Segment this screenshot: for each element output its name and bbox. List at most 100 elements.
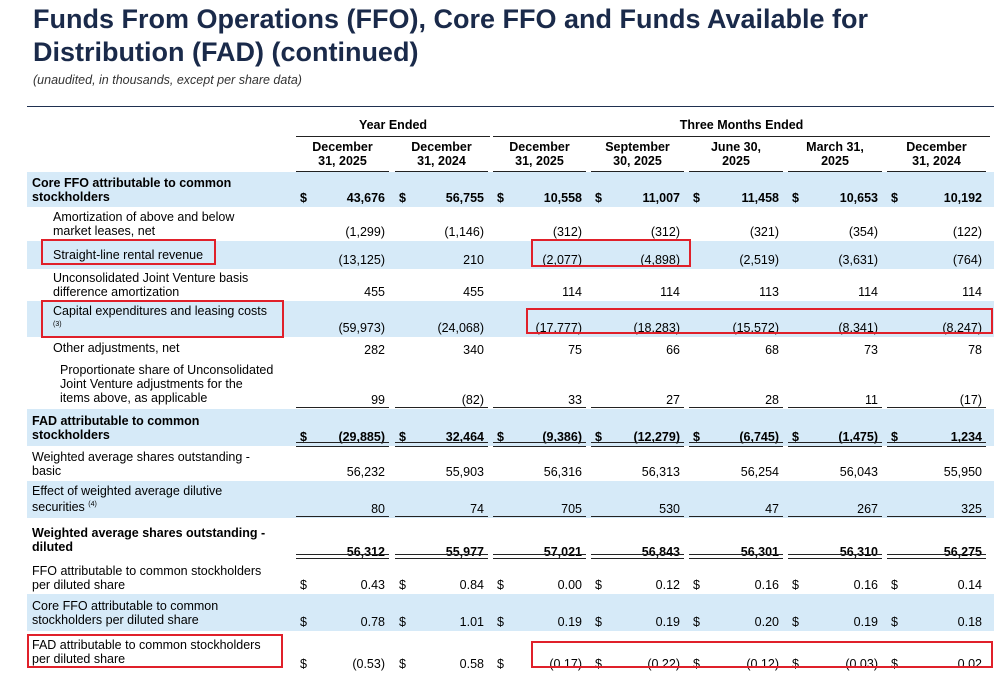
table-cell: 0.16: [853, 578, 878, 592]
row-label: FAD attributable to common stockholders p…: [32, 631, 317, 673]
table-cell: 0.43: [360, 578, 385, 592]
table-row: Proportionate share of Unconsolidated Joi…: [27, 359, 994, 409]
column-header-underline: [887, 171, 986, 172]
table-cell: (0.12): [746, 657, 779, 671]
table-cell: 0.84: [459, 578, 484, 592]
row-label-line: Weighted average shares outstanding -: [32, 525, 266, 540]
single-underline: [689, 516, 783, 517]
table-cell: (2,519): [739, 253, 779, 267]
column-header-underline: [493, 171, 586, 172]
subtitle: (unaudited, in thousands, except per sha…: [33, 73, 302, 87]
row-label-text: Core FFO attributable to common stockhold…: [32, 176, 231, 204]
table-cell: 11: [865, 393, 878, 407]
double-underline: [395, 554, 488, 559]
dollar-sign: $: [300, 191, 307, 205]
dollar-sign: $: [792, 657, 799, 671]
table-cell: 56,301: [740, 545, 779, 559]
row-label-line: Amortization of above and below: [53, 210, 235, 224]
table-cell: 0.18: [957, 615, 982, 629]
column-header-line: June 30,: [710, 140, 762, 154]
dollar-sign: $: [891, 657, 898, 671]
table-cell: (59,973): [338, 321, 385, 335]
table-cell: 11,007: [642, 191, 680, 205]
table-cell: (354): [848, 225, 878, 239]
table-cell: 114: [858, 285, 878, 299]
dollar-sign: $: [595, 615, 602, 629]
table-cell: (321): [749, 225, 779, 239]
single-underline: [591, 407, 684, 408]
table-cell: 10,558: [543, 191, 582, 205]
row-label-line: FAD attributable to common stockholders: [32, 638, 261, 652]
row-label-line: securities (4): [32, 500, 97, 515]
table-cell: 56,843: [641, 545, 680, 559]
table-cell: (0.53): [352, 657, 385, 671]
column-header-line: 31, 2024: [912, 154, 961, 168]
dollar-sign: $: [399, 657, 406, 671]
column-header-line: 31, 2025: [318, 154, 367, 168]
column-header-line: 31, 2025: [515, 154, 564, 168]
row-label-line: FAD attributable to common: [32, 413, 200, 428]
table-cell: (122): [952, 225, 982, 239]
single-underline: [788, 407, 882, 408]
single-underline: [591, 516, 684, 517]
table-cell: 0.58: [459, 657, 484, 671]
row-label: Straight-line rental revenue: [53, 241, 317, 269]
table-cell: 0.78: [360, 615, 385, 629]
column-header-4: September 30, 2025: [591, 140, 684, 168]
double-underline: [689, 442, 783, 447]
group-underline-quarter: [493, 136, 990, 137]
table-cell: 27: [666, 393, 680, 407]
table-cell: 55,977: [445, 545, 484, 559]
table-cell: 113: [759, 285, 779, 299]
row-label-line: FFO attributable to common stockholders: [32, 563, 262, 578]
row-label-line: diluted: [32, 539, 73, 554]
table-cell: 0.20: [754, 615, 779, 629]
dollar-sign: $: [300, 430, 307, 444]
row-label-line: Other adjustments, net: [53, 341, 180, 355]
row-label-line: stockholders: [32, 189, 110, 204]
double-underline: [296, 442, 389, 447]
table-cell: (12,279): [633, 430, 680, 444]
table-cell: (8,247): [942, 321, 982, 335]
table-cell: 33: [568, 393, 582, 407]
table-row: FFO attributable to common stockholders p…: [27, 561, 994, 594]
table-cell: (82): [461, 393, 484, 407]
table-cell: (17): [959, 393, 982, 407]
dollar-sign: $: [693, 578, 700, 592]
column-header-line: December: [312, 140, 373, 154]
double-underline: [591, 442, 684, 447]
table-cell: 55,903: [445, 465, 484, 479]
row-label: Weighted average shares outstanding - dil…: [32, 518, 317, 561]
row-label-text: Other adjustments, net: [53, 341, 179, 355]
table-row: FAD attributable to common stockholders $ (…: [27, 409, 994, 446]
table-cell: 0.14: [957, 578, 982, 592]
table-cell: 114: [962, 285, 982, 299]
table-cell: (18,283): [633, 321, 680, 335]
row-label-line: market leases, net: [53, 224, 156, 238]
dollar-sign: $: [497, 657, 504, 671]
table-cell: 0.02: [957, 657, 982, 671]
row-label: Core FFO attributable to common stockhold…: [32, 594, 317, 631]
double-underline: [689, 554, 783, 559]
double-underline: [591, 554, 684, 559]
group-header-year-ended: Year Ended: [358, 118, 428, 132]
row-label: Proportionate share of Unconsolidated Joi…: [60, 359, 317, 409]
double-underline: [788, 554, 882, 559]
row-label-line: Effect of weighted average dilutive: [32, 484, 223, 499]
table-cell: (312): [650, 225, 680, 239]
column-header-5: June 30, 2025: [689, 140, 783, 168]
table-cell: 340: [463, 343, 484, 357]
table-cell: (764): [952, 253, 982, 267]
table-cell: 114: [562, 285, 582, 299]
table-cell: (6,745): [739, 430, 779, 444]
row-label-text: Effect of weighted average dilutive secur…: [32, 484, 222, 514]
column-header-line: 2025: [722, 154, 750, 168]
table-cell: 1.01: [459, 615, 484, 629]
double-underline: [395, 442, 488, 447]
table-cell: 56,313: [641, 465, 680, 479]
table-cell: (4,898): [640, 253, 680, 267]
row-label: Other adjustments, net: [53, 337, 317, 359]
table-cell: (3,631): [838, 253, 878, 267]
row-label-line: Unconsolidated Joint Venture basis: [53, 271, 249, 285]
table-cell: 282: [364, 343, 385, 357]
